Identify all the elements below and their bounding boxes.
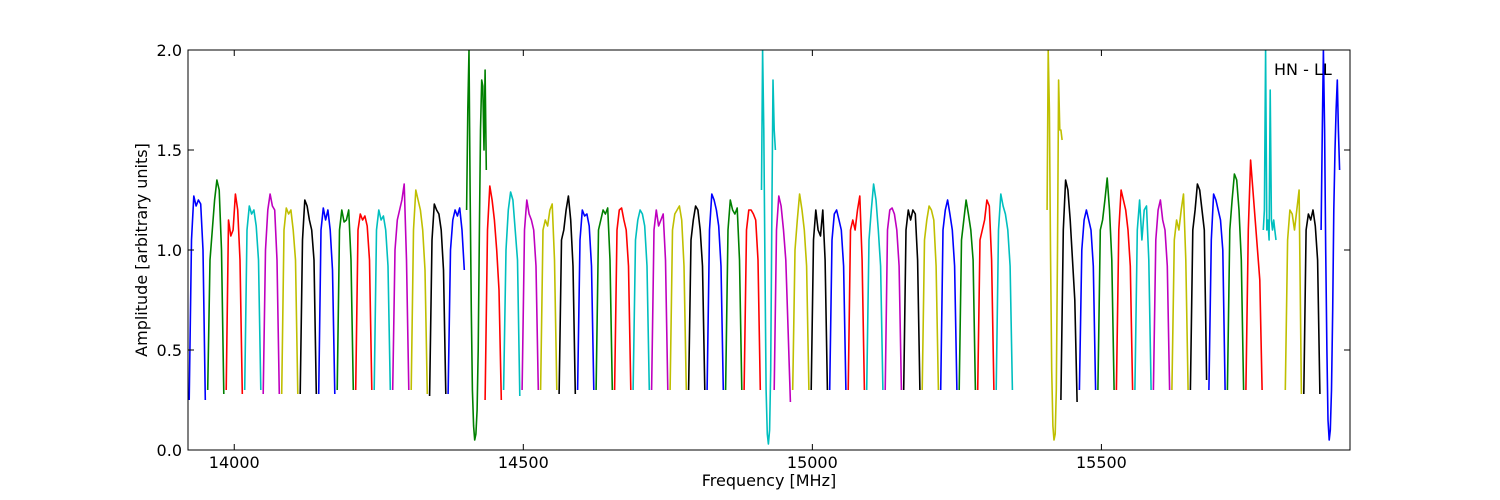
channel-trace-32 <box>773 195 792 403</box>
channel-trace-43 <box>976 199 995 391</box>
x-tick-label: 15000 <box>787 453 838 472</box>
channel-trace-22 <box>595 207 614 391</box>
channel-trace-33 <box>791 193 810 391</box>
channel-trace-9 <box>354 213 373 391</box>
channel-trace-49 <box>1115 189 1134 391</box>
channel-trace-12 <box>410 189 429 395</box>
x-tick-label: 15500 <box>1076 453 1127 472</box>
annotation-label: HN - LL <box>1274 60 1332 79</box>
channel-trace-23 <box>613 207 632 391</box>
x-axis-title: Frequency [MHz] <box>702 471 836 490</box>
channel-trace-55 <box>1226 173 1245 391</box>
channel-trace-4 <box>262 193 281 395</box>
channel-trace-40 <box>921 205 940 391</box>
channel-trace-50 <box>1134 199 1152 391</box>
y-axis-title: Amplitude [arbitrary units] <box>132 143 151 357</box>
channel-trace-20 <box>558 195 577 395</box>
channel-trace-53 <box>1189 183 1208 391</box>
x-tick-label: 14000 <box>209 453 260 472</box>
channel-trace-7 <box>317 207 336 395</box>
channel-trace-19 <box>539 203 558 391</box>
channel-trace-39 <box>902 209 921 391</box>
channel-trace-60 <box>1320 50 1341 441</box>
x-tick-label: 14500 <box>498 453 549 472</box>
y-tick-label: 2.0 <box>157 41 182 60</box>
channel-trace-29 <box>724 199 743 391</box>
channel-trace-3 <box>243 205 262 391</box>
channel-trace-56 <box>1245 159 1263 391</box>
channel-trace-54 <box>1208 193 1226 391</box>
channel-trace-26 <box>669 205 688 391</box>
channel-trace-27 <box>687 205 706 391</box>
channel-trace-52 <box>1171 193 1189 391</box>
channel-trace-59 <box>1303 209 1321 395</box>
channel-trace-34 <box>810 209 829 391</box>
channel-trace-42 <box>958 199 977 391</box>
channel-trace-17 <box>502 191 521 397</box>
channel-trace-14 <box>447 207 466 395</box>
channel-trace-15 <box>465 50 488 441</box>
channel-trace-24 <box>632 209 651 391</box>
channel-trace-25 <box>650 209 669 391</box>
channel-trace-5 <box>280 207 299 395</box>
y-tick-label: 1.0 <box>157 241 182 260</box>
channel-trace-13 <box>428 203 447 397</box>
y-tick-label: 0.5 <box>157 341 182 360</box>
series-layer <box>188 50 1341 445</box>
channel-trace-45 <box>1046 50 1063 441</box>
channel-trace-28 <box>706 193 725 391</box>
channel-trace-51 <box>1152 199 1171 391</box>
channel-trace-31 <box>760 50 777 445</box>
channel-trace-30 <box>743 209 762 391</box>
channel-trace-18 <box>521 199 540 391</box>
channel-trace-46 <box>1060 179 1078 403</box>
channel-trace-8 <box>336 209 355 391</box>
channel-trace-0 <box>188 195 207 401</box>
channel-trace-6 <box>299 199 318 395</box>
channel-trace-44 <box>995 193 1014 391</box>
channel-trace-57 <box>1262 50 1277 241</box>
channel-trace-47 <box>1078 209 1097 391</box>
channel-trace-48 <box>1097 177 1115 391</box>
ticks-layer: 14000 14500 15000 15500 0.0 0.5 1.0 1.5 2.0 <box>157 41 1350 472</box>
channel-trace-58 <box>1284 189 1303 395</box>
channel-trace-37 <box>865 183 884 391</box>
channel-trace-21 <box>576 209 595 391</box>
channel-trace-41 <box>939 199 958 391</box>
channel-trace-10 <box>373 209 392 391</box>
channel-trace-16 <box>484 185 503 401</box>
channel-trace-38 <box>884 207 903 391</box>
channel-trace-11 <box>391 183 410 391</box>
y-tick-label: 1.5 <box>157 141 182 160</box>
channel-trace-1 <box>206 179 225 395</box>
y-tick-label: 0.0 <box>157 441 182 460</box>
channel-trace-35 <box>828 209 847 391</box>
channel-trace-36 <box>847 195 866 391</box>
channel-trace-2 <box>225 193 244 395</box>
